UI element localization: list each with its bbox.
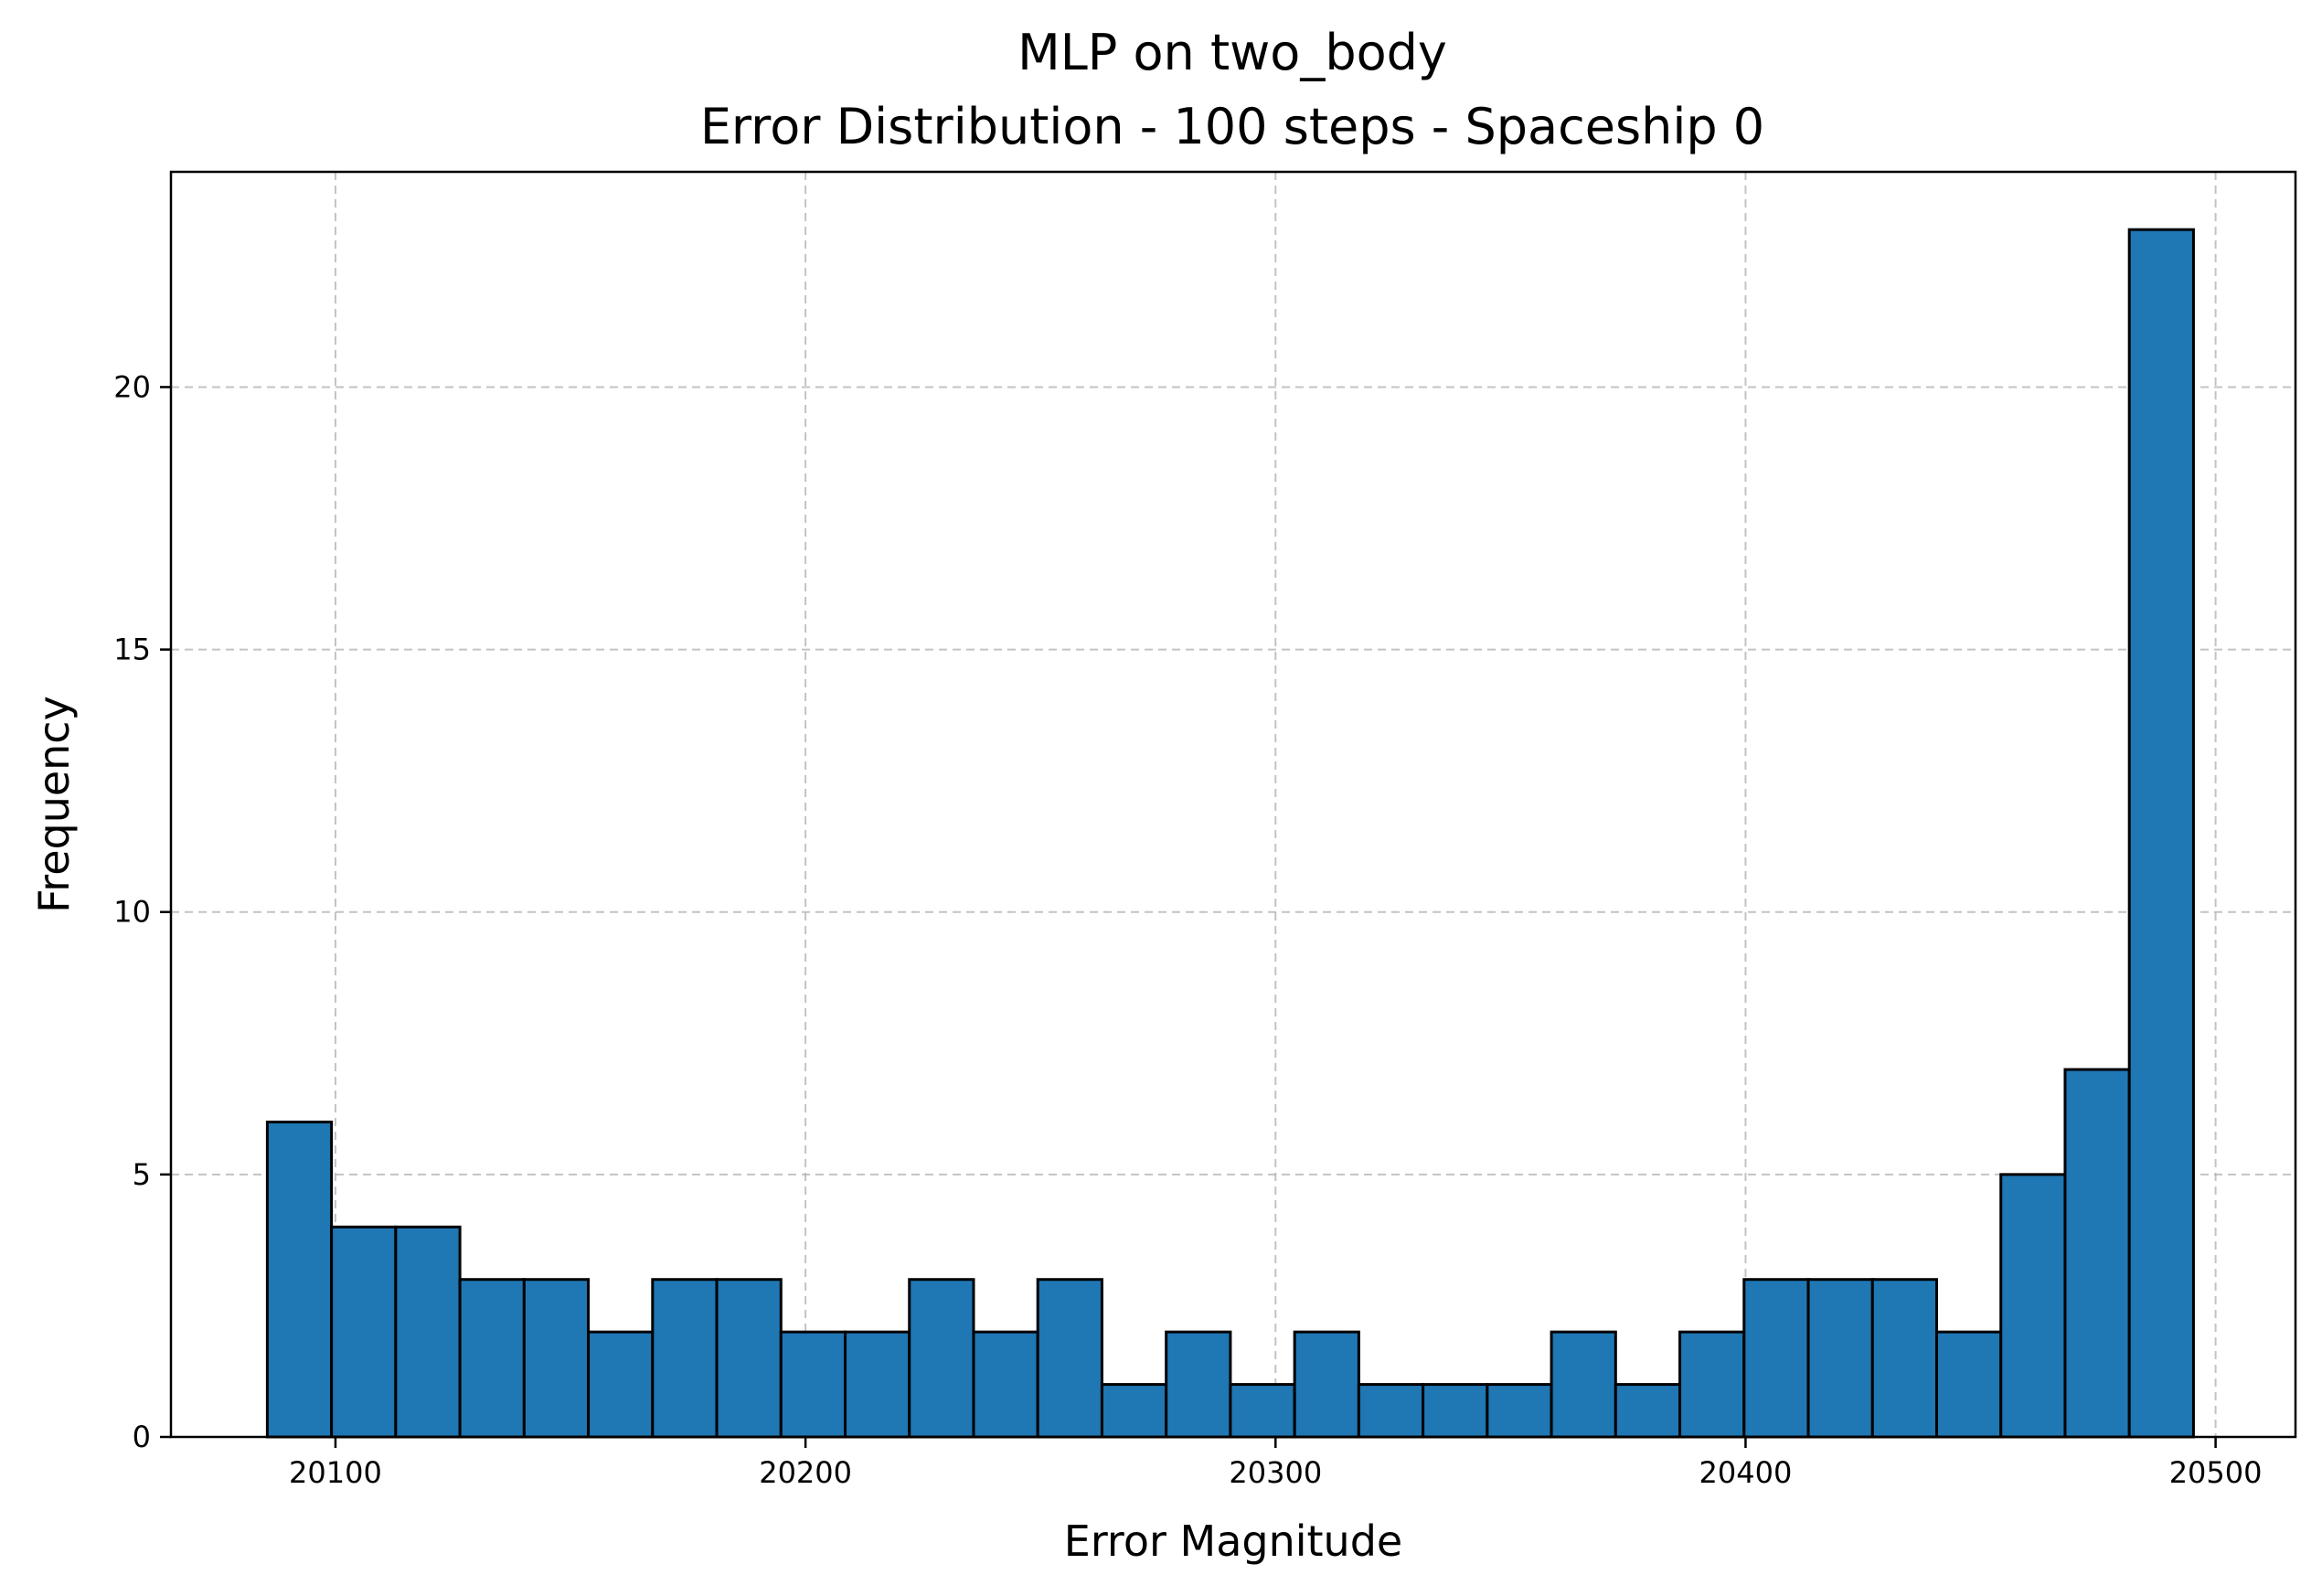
histogram-bar [1614,1383,1682,1439]
histogram-bar [458,1278,526,1439]
chart-title: MLP on two_body [1017,24,1447,81]
histogram-bar [2063,1068,2131,1439]
grid-lines [171,172,2295,1438]
histogram-bar [330,1225,398,1439]
chart-subtitle: Error Distribution - 100 steps - Spacesh… [700,98,1764,155]
histogram-bar [844,1330,911,1439]
histogram-bar [1357,1383,1425,1439]
histogram-bar [1422,1383,1489,1439]
x-axis-label: Error Magnitude [1064,1516,1402,1566]
y-tick-label: 10 [113,895,151,930]
y-axis-label: Frequency [29,696,79,913]
histogram-bar [1486,1383,1553,1439]
histogram-bar [1934,1330,2003,1439]
y-tick-label: 5 [133,1157,151,1192]
histogram-bar [1165,1330,1232,1439]
histogram-bar [1229,1383,1296,1439]
x-tick-label: 20300 [1229,1455,1322,1490]
x-tick-label: 20400 [1699,1455,1793,1490]
plot-frame [169,170,2297,1439]
histogram-bar [587,1330,655,1439]
histogram-bar [1293,1330,1360,1439]
histogram-bar [265,1120,334,1439]
histogram-bar [1036,1278,1103,1439]
histogram-bar [779,1330,847,1439]
y-tick-label: 0 [133,1420,151,1454]
histogram-bar [908,1278,975,1439]
histogram-bar [1100,1383,1168,1439]
histogram-bar [1999,1173,2067,1439]
histogram-bar [1870,1278,1938,1439]
histogram-bar [522,1278,591,1439]
x-tick-label: 20200 [759,1455,852,1490]
y-tick-label: 20 [113,369,151,404]
histogram-bar [1678,1330,1746,1439]
x-axis-ticks: 20100 20200 20300 20400 20500 [289,1437,2262,1490]
histogram-bar [651,1278,719,1439]
histogram-bar [972,1330,1039,1439]
histogram-bar [1742,1278,1810,1439]
y-tick-label: 15 [113,633,151,667]
x-tick-label: 20500 [2169,1455,2263,1490]
x-tick-label: 20100 [289,1455,382,1490]
histogram-bar [1550,1330,1617,1439]
histogram-bar [2127,228,2195,1439]
histogram-bars [265,228,2195,1439]
histogram-bar [1806,1278,1874,1439]
histogram-bar [394,1225,462,1439]
y-axis-ticks: 0 5 10 15 20 [113,369,171,1454]
histogram-bar [715,1278,783,1439]
